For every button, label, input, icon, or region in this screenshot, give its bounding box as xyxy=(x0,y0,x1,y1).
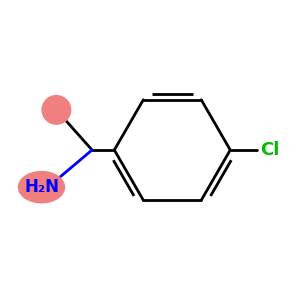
Text: Cl: Cl xyxy=(260,141,279,159)
Text: H₂N: H₂N xyxy=(24,178,59,196)
Circle shape xyxy=(42,96,70,124)
Ellipse shape xyxy=(19,172,64,203)
